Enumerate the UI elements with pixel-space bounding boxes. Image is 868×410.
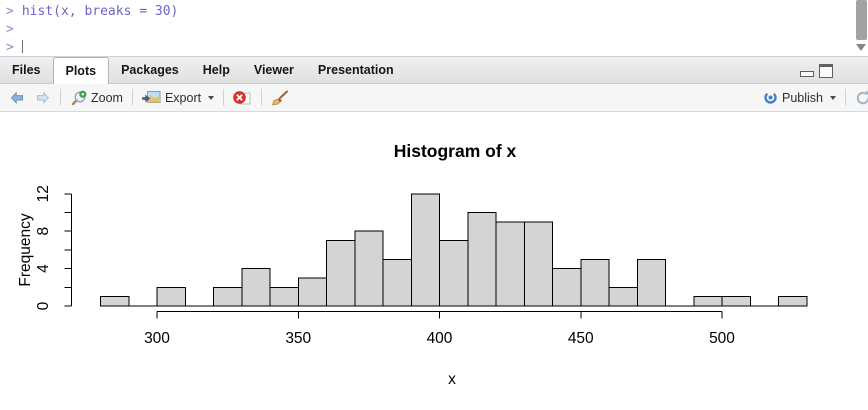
toolbar-separator — [60, 89, 61, 106]
x-axis-label: x — [448, 371, 456, 388]
export-button[interactable]: Export — [137, 88, 219, 107]
clear-plots-button[interactable] — [266, 88, 294, 108]
zoom-button[interactable]: Zoom — [65, 88, 128, 108]
console-pane[interactable]: > hist(x, breaks = 30) > > — [0, 0, 868, 57]
histogram-bar — [156, 286, 186, 307]
y-tick-label: 4 — [35, 264, 52, 273]
forward-button[interactable] — [30, 88, 56, 108]
tab-files[interactable]: Files — [12, 63, 41, 77]
zoom-button-label: Zoom — [91, 90, 123, 105]
console-cursor — [21, 40, 23, 53]
console-line: > — [6, 39, 868, 57]
x-tick-label: 500 — [709, 330, 735, 347]
histogram-bar — [467, 212, 497, 307]
y-tick-label: 12 — [35, 185, 52, 202]
tab-plots[interactable]: Plots — [52, 57, 110, 84]
maximize-icon[interactable] — [819, 63, 833, 78]
histogram-bar — [721, 296, 751, 307]
magnifier-zoom-icon — [71, 90, 87, 105]
histogram-bar — [410, 193, 440, 307]
tab-viewer[interactable]: Viewer — [253, 63, 294, 77]
toolbar-separator — [845, 89, 846, 106]
pane-window-controls — [800, 57, 833, 84]
broom-icon — [272, 90, 289, 106]
histogram-bar — [269, 286, 299, 307]
back-icon — [10, 91, 23, 104]
minimize-icon[interactable] — [800, 71, 814, 77]
remove-plot-button[interactable] — [228, 88, 257, 108]
histogram-bar — [297, 277, 327, 307]
forward-icon — [37, 91, 50, 104]
export-button-label: Export — [164, 90, 202, 105]
histogram-plot: Histogram of x Frequency x 300 350 400 450 5… — [17, 141, 808, 388]
y-tick-label: 0 — [35, 301, 52, 310]
histogram-bar — [693, 296, 723, 307]
histogram-bar — [608, 286, 638, 307]
y-tick-label: 8 — [35, 227, 52, 236]
console-line: > hist(x, breaks = 30) — [6, 3, 868, 21]
plots-toolbar: Zoom Export — [0, 84, 868, 112]
console-scrollbar[interactable] — [855, 0, 868, 56]
x-tick-label: 450 — [568, 330, 594, 347]
console-prompt: > — [6, 22, 14, 37]
refresh-icon — [856, 90, 868, 104]
histogram-bar — [439, 240, 469, 307]
x-tick-label: 300 — [144, 330, 170, 347]
histogram-bar — [552, 268, 582, 307]
histogram-bar — [354, 230, 384, 307]
chevron-down-icon — [208, 95, 215, 100]
plot-pane: Histogram of x Frequency x 300 350 400 450 5… — [0, 112, 868, 409]
histogram-bar — [636, 258, 666, 307]
chevron-down-icon — [830, 95, 836, 100]
histogram-bar — [213, 286, 243, 307]
tab-presentation[interactable]: Presentation — [317, 63, 394, 77]
histogram-bar — [382, 258, 412, 307]
y-axis-label: Frequency — [17, 213, 34, 286]
remove-plot-icon — [233, 90, 251, 104]
chart-title: Histogram of x — [394, 141, 517, 161]
histogram-bar — [495, 221, 525, 307]
toolbar-separator — [261, 89, 263, 106]
toolbar-separator — [223, 89, 225, 106]
x-tick-label: 350 — [285, 330, 311, 347]
pane-tab-bar: Files Plots Packages Help Viewer Present… — [0, 57, 868, 84]
x-tick-label: 400 — [427, 330, 453, 347]
scrollbar-down-arrow-icon[interactable] — [856, 44, 866, 51]
publish-button-label: Publish — [782, 90, 823, 105]
histogram-bar — [523, 221, 553, 307]
refresh-button[interactable] — [850, 88, 868, 108]
console-prompt: > — [6, 40, 14, 55]
export-image-icon — [142, 91, 161, 103]
histogram-bar — [100, 296, 130, 307]
histogram-bar — [580, 258, 610, 307]
publish-icon — [764, 91, 777, 104]
tab-packages[interactable]: Packages — [121, 63, 179, 77]
histogram-bar — [326, 240, 356, 307]
back-button[interactable] — [4, 88, 30, 108]
histogram-bar — [778, 296, 808, 307]
tab-help[interactable]: Help — [202, 63, 230, 77]
console-command: hist(x, breaks = 30) — [21, 4, 179, 19]
scrollbar-thumb[interactable] — [856, 0, 867, 40]
toolbar-separator — [131, 89, 133, 106]
histogram-bar — [241, 268, 271, 307]
publish-button[interactable]: Publish — [758, 88, 841, 107]
console-line: > — [6, 21, 868, 39]
console-prompt: > — [6, 4, 14, 19]
